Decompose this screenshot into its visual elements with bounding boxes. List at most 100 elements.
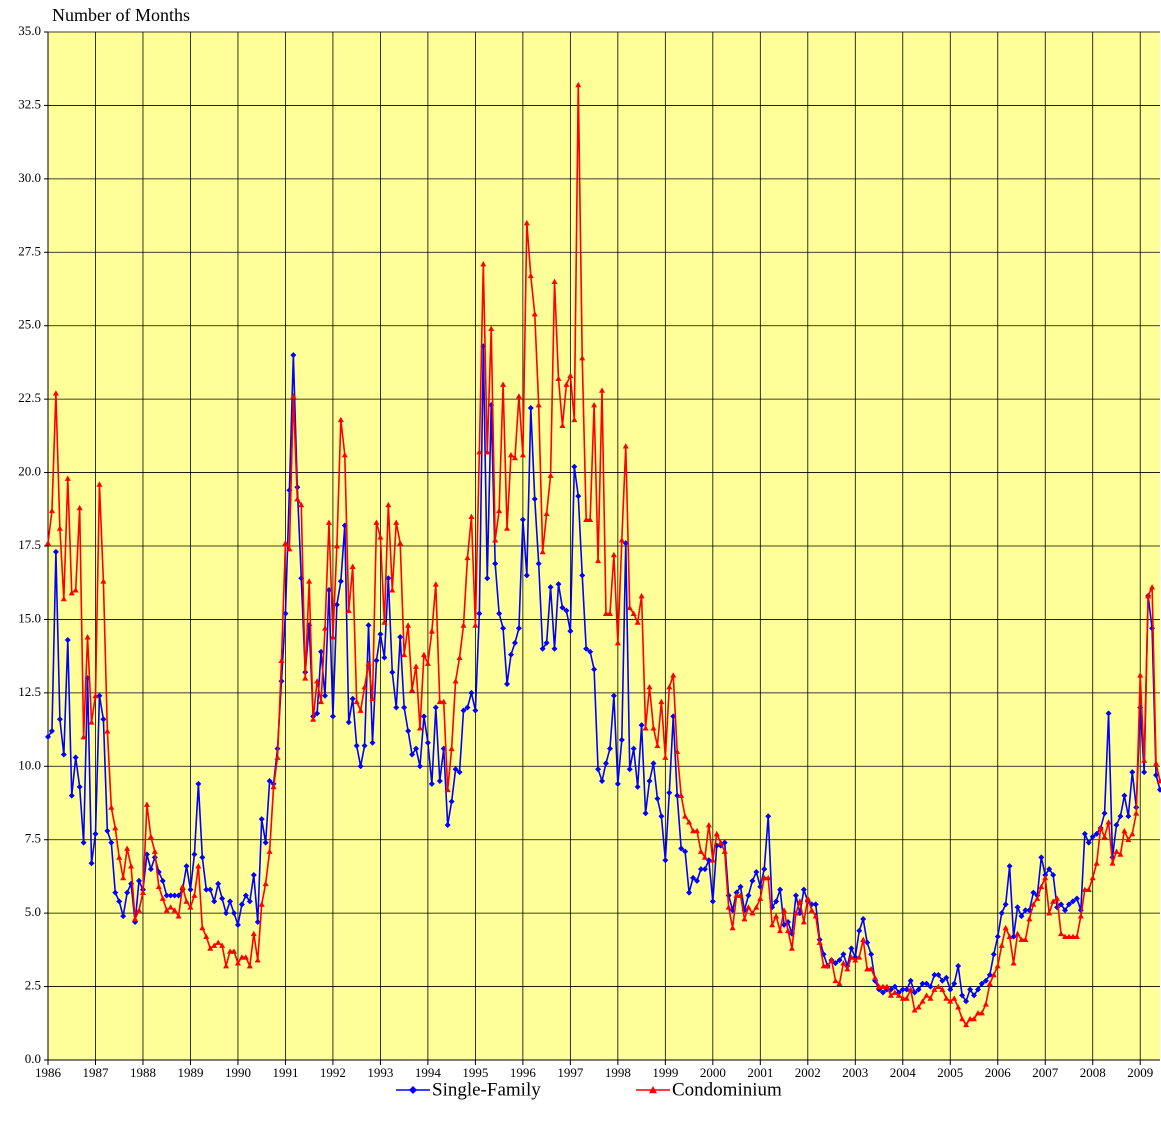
- marker: [551, 278, 558, 285]
- marker: [286, 545, 293, 552]
- marker: [230, 910, 237, 917]
- y-tick-label: 20.0: [18, 464, 41, 479]
- x-tick-label: 2005: [937, 1065, 963, 1080]
- marker: [943, 974, 950, 981]
- marker: [175, 892, 182, 899]
- x-tick-label: 1988: [130, 1065, 156, 1080]
- marker: [658, 813, 665, 820]
- marker: [211, 898, 218, 905]
- marker: [337, 578, 344, 585]
- marker: [227, 898, 234, 905]
- marker: [650, 760, 657, 767]
- marker: [56, 716, 63, 723]
- marker: [413, 663, 420, 669]
- marker: [709, 857, 716, 863]
- marker: [413, 745, 420, 752]
- x-tick-label: 1992: [320, 1065, 346, 1080]
- marker: [868, 951, 875, 958]
- marker: [626, 766, 633, 773]
- marker: [876, 983, 883, 989]
- marker: [151, 848, 158, 854]
- marker: [365, 660, 372, 666]
- x-tick-label: 2000: [700, 1065, 726, 1080]
- y-tick-label: 30.0: [18, 170, 41, 185]
- marker: [488, 325, 495, 332]
- marker: [1105, 819, 1112, 825]
- marker: [1062, 907, 1069, 914]
- marker: [484, 575, 491, 582]
- marker: [1137, 672, 1144, 678]
- y-tick-label: 17.5: [18, 537, 41, 552]
- marker: [52, 548, 59, 555]
- marker: [416, 763, 423, 770]
- marker: [994, 963, 1001, 969]
- marker: [978, 980, 985, 987]
- marker: [464, 554, 471, 561]
- marker: [1101, 810, 1108, 817]
- marker: [136, 877, 143, 884]
- marker: [971, 1015, 978, 1022]
- marker: [333, 601, 340, 608]
- marker: [385, 501, 392, 508]
- marker: [777, 886, 784, 893]
- marker: [642, 810, 649, 817]
- marker: [448, 745, 455, 752]
- marker: [290, 393, 297, 399]
- marker: [72, 587, 79, 593]
- marker: [345, 607, 352, 614]
- y-tick-label: 10.0: [18, 757, 41, 772]
- marker: [48, 507, 55, 514]
- marker: [420, 651, 427, 658]
- marker: [674, 748, 681, 754]
- marker: [337, 416, 344, 423]
- marker: [223, 963, 230, 969]
- marker: [393, 519, 400, 525]
- marker: [579, 355, 586, 361]
- marker: [792, 892, 799, 899]
- marker: [1125, 813, 1132, 820]
- marker: [444, 786, 451, 793]
- marker: [642, 725, 649, 731]
- marker: [167, 904, 174, 910]
- marker: [567, 372, 574, 379]
- marker: [1129, 830, 1136, 837]
- marker: [468, 513, 475, 520]
- marker: [737, 892, 744, 898]
- x-tick-label: 2006: [985, 1065, 1012, 1080]
- marker: [583, 645, 590, 652]
- marker: [76, 783, 83, 790]
- marker: [341, 451, 348, 458]
- marker: [460, 622, 467, 628]
- marker: [915, 986, 922, 993]
- marker: [701, 854, 708, 860]
- marker: [1038, 854, 1045, 861]
- marker: [124, 889, 131, 896]
- y-tick-label: 25.0: [18, 317, 41, 332]
- x-tick-label: 1997: [557, 1065, 584, 1080]
- marker: [211, 942, 218, 948]
- marker: [986, 980, 993, 987]
- marker: [741, 916, 748, 922]
- marker: [749, 910, 756, 916]
- marker: [1157, 786, 1161, 793]
- marker: [1030, 901, 1037, 907]
- marker: [278, 657, 285, 663]
- marker: [100, 716, 107, 723]
- marker: [306, 578, 313, 584]
- marker: [416, 725, 423, 731]
- marker: [112, 889, 119, 896]
- marker: [757, 895, 764, 901]
- marker: [1042, 874, 1049, 881]
- marker: [318, 698, 325, 705]
- marker: [1046, 866, 1053, 873]
- marker: [848, 954, 855, 960]
- marker: [508, 651, 515, 658]
- marker: [531, 310, 538, 317]
- x-tick-label: 1993: [367, 1065, 393, 1080]
- x-tick-label: 1986: [35, 1065, 62, 1080]
- marker: [436, 698, 443, 705]
- marker: [195, 863, 202, 869]
- marker: [207, 886, 214, 893]
- marker: [353, 698, 360, 705]
